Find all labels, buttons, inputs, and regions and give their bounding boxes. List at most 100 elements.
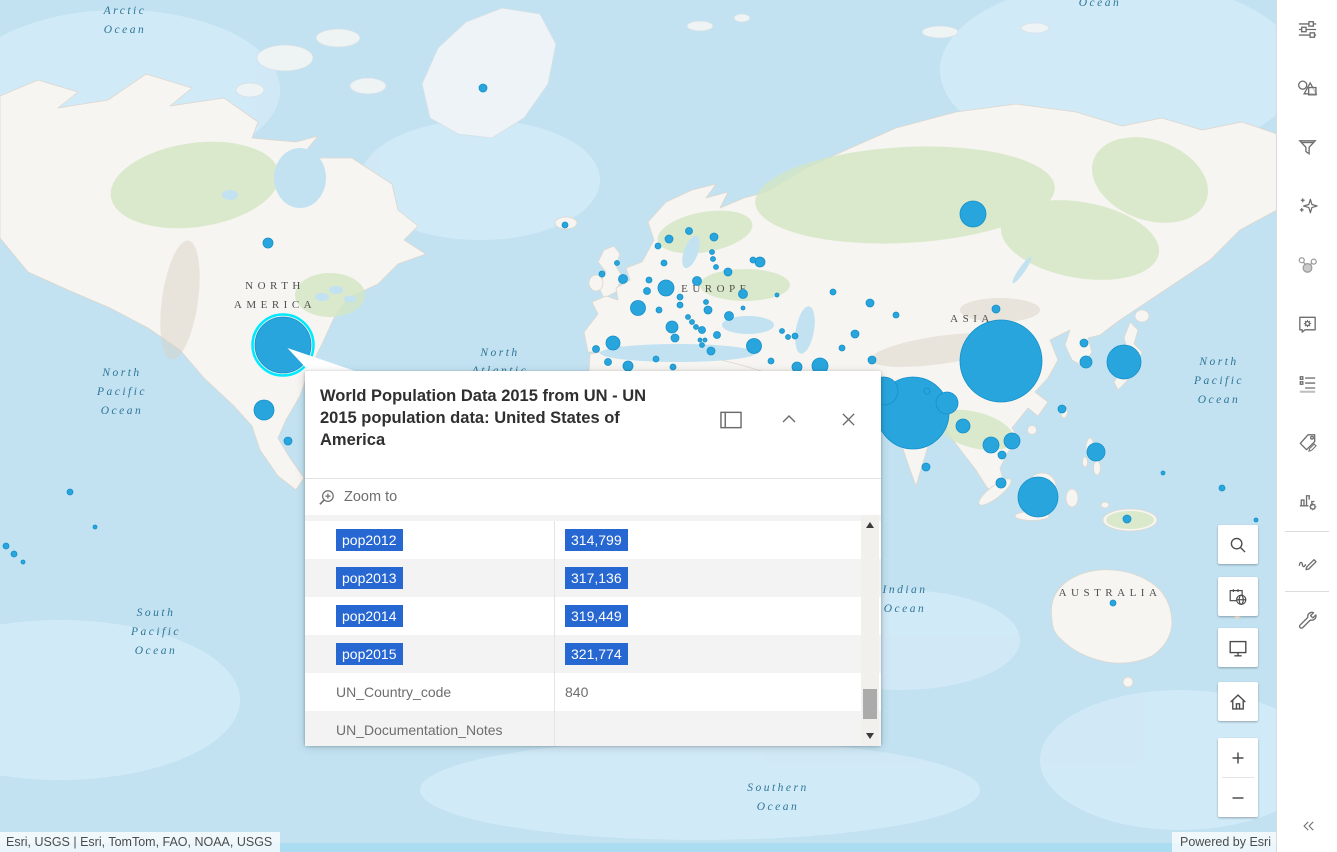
population-marker[interactable] xyxy=(676,301,684,309)
population-marker[interactable] xyxy=(253,399,275,421)
aggregation-button[interactable] xyxy=(1277,236,1337,295)
population-marker[interactable] xyxy=(724,311,734,321)
population-marker[interactable] xyxy=(592,345,600,353)
population-marker[interactable] xyxy=(709,249,715,255)
population-marker[interactable] xyxy=(1003,432,1021,450)
population-marker[interactable] xyxy=(1122,514,1132,524)
population-marker[interactable] xyxy=(710,256,716,262)
population-marker[interactable] xyxy=(699,342,705,348)
population-marker[interactable] xyxy=(713,331,721,339)
population-marker[interactable] xyxy=(561,221,569,229)
population-marker[interactable] xyxy=(991,304,1001,314)
population-marker[interactable] xyxy=(955,418,971,434)
population-marker[interactable] xyxy=(959,319,1043,403)
population-marker[interactable] xyxy=(20,559,26,565)
population-marker[interactable] xyxy=(713,264,719,270)
edit-button[interactable] xyxy=(1277,532,1337,591)
charts-button[interactable] xyxy=(1277,472,1337,531)
population-marker[interactable] xyxy=(664,234,674,244)
styles-button[interactable] xyxy=(1277,59,1337,118)
collapse-panel-button[interactable] xyxy=(1277,800,1337,852)
population-marker[interactable] xyxy=(785,334,791,340)
population-marker[interactable] xyxy=(676,293,684,301)
population-marker[interactable] xyxy=(478,83,488,93)
popups-button[interactable] xyxy=(1277,295,1337,354)
population-marker[interactable] xyxy=(283,436,293,446)
population-marker[interactable] xyxy=(749,256,757,264)
population-marker[interactable] xyxy=(254,316,312,374)
population-marker[interactable] xyxy=(670,333,680,343)
population-marker[interactable] xyxy=(698,326,706,334)
powered-by-esri[interactable]: Powered by Esri xyxy=(1171,832,1277,852)
population-marker[interactable] xyxy=(997,450,1007,460)
population-marker[interactable] xyxy=(689,319,695,325)
zoom-in-button[interactable] xyxy=(1218,738,1258,777)
population-marker[interactable] xyxy=(829,288,837,296)
labels-button[interactable] xyxy=(1277,413,1337,472)
population-marker[interactable] xyxy=(1160,470,1166,476)
population-marker[interactable] xyxy=(605,335,621,351)
population-marker[interactable] xyxy=(754,256,766,268)
population-marker[interactable] xyxy=(709,232,719,242)
population-marker[interactable] xyxy=(665,320,679,334)
population-marker[interactable] xyxy=(921,462,931,472)
collapse-button[interactable] xyxy=(781,414,797,424)
population-marker[interactable] xyxy=(982,436,1000,454)
population-marker[interactable] xyxy=(652,355,660,363)
display-button[interactable] xyxy=(1218,628,1258,667)
population-marker[interactable] xyxy=(1109,599,1117,607)
population-marker[interactable] xyxy=(779,328,785,334)
population-marker[interactable] xyxy=(604,358,612,366)
population-marker[interactable] xyxy=(1079,338,1089,348)
population-marker[interactable] xyxy=(706,346,716,356)
population-marker[interactable] xyxy=(838,344,846,352)
effects-button[interactable] xyxy=(1277,177,1337,236)
population-marker[interactable] xyxy=(618,274,628,284)
population-marker[interactable] xyxy=(685,314,691,320)
population-marker[interactable] xyxy=(995,477,1007,489)
population-marker[interactable] xyxy=(1017,476,1059,518)
scroll-up-arrow[interactable] xyxy=(861,517,879,533)
scrollbar-thumb[interactable] xyxy=(863,689,877,719)
population-marker[interactable] xyxy=(738,289,748,299)
map-tools-button[interactable] xyxy=(1277,592,1337,651)
population-marker[interactable] xyxy=(702,337,708,343)
zoom-to-action[interactable]: Zoom to xyxy=(305,478,881,515)
population-marker[interactable] xyxy=(774,292,780,298)
population-marker[interactable] xyxy=(655,306,663,314)
population-marker[interactable] xyxy=(746,338,762,354)
population-marker[interactable] xyxy=(1218,484,1226,492)
population-marker[interactable] xyxy=(723,267,733,277)
population-marker[interactable] xyxy=(1057,404,1067,414)
population-marker[interactable] xyxy=(10,550,18,558)
population-marker[interactable] xyxy=(892,311,900,319)
popup-scrollbar[interactable] xyxy=(861,515,879,746)
population-marker[interactable] xyxy=(622,360,634,372)
population-marker[interactable] xyxy=(669,363,677,371)
dock-button[interactable] xyxy=(720,411,742,429)
home-button[interactable] xyxy=(1218,682,1258,721)
population-marker[interactable] xyxy=(697,337,703,343)
properties-button[interactable] xyxy=(1277,0,1337,59)
population-marker[interactable] xyxy=(645,276,653,284)
population-marker[interactable] xyxy=(92,524,98,530)
population-marker[interactable] xyxy=(1253,517,1259,523)
population-marker[interactable] xyxy=(654,242,662,250)
population-marker[interactable] xyxy=(692,276,702,286)
population-marker[interactable] xyxy=(685,227,693,235)
population-marker[interactable] xyxy=(598,270,606,278)
zoom-out-button[interactable] xyxy=(1218,778,1258,817)
population-marker[interactable] xyxy=(1106,344,1142,380)
scroll-down-arrow[interactable] xyxy=(861,728,879,744)
population-marker[interactable] xyxy=(657,279,675,297)
population-marker[interactable] xyxy=(935,391,959,415)
population-marker[interactable] xyxy=(867,355,877,365)
fields-button[interactable] xyxy=(1277,354,1337,413)
population-marker[interactable] xyxy=(643,287,651,295)
population-marker[interactable] xyxy=(1086,442,1106,462)
population-marker[interactable] xyxy=(959,200,987,228)
search-button[interactable] xyxy=(1218,525,1258,564)
population-marker[interactable] xyxy=(66,488,74,496)
population-marker[interactable] xyxy=(791,332,799,340)
close-button[interactable] xyxy=(841,412,856,427)
